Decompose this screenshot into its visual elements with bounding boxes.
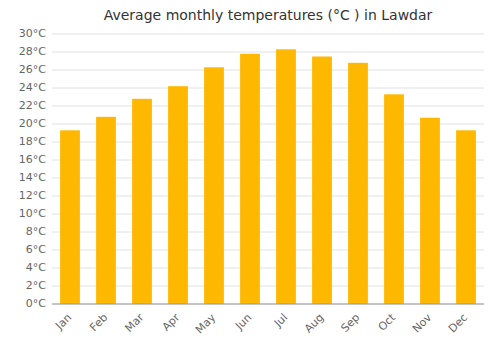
grid-line [52, 178, 484, 179]
y-tick-label: 20°C [19, 117, 46, 130]
y-tick-label: 16°C [19, 153, 46, 166]
bar [132, 99, 152, 304]
y-tick-label: 28°C [19, 45, 46, 58]
x-tick-label: Oct [376, 311, 399, 334]
page: {"chart_data": {"type": "bar", "title": … [0, 0, 500, 350]
grid-line [52, 232, 484, 233]
grid-line [52, 250, 484, 251]
grid-line [52, 142, 484, 143]
y-tick-label: 8°C [26, 225, 46, 238]
y-tick-label: 4°C [26, 261, 46, 274]
x-tick-label: May [193, 311, 219, 337]
y-tick-label: 2°C [26, 279, 46, 292]
bar [456, 130, 476, 304]
grid-line [52, 34, 484, 35]
grid-line [52, 304, 484, 305]
grid-line [52, 70, 484, 71]
grid-line [52, 286, 484, 287]
x-axis-line [52, 304, 484, 305]
y-tick-label: 26°C [19, 63, 46, 76]
bar [168, 86, 188, 304]
grid-line [52, 268, 484, 269]
title: Average monthly temperatures (°C ) in La… [104, 7, 433, 23]
x-tick-label: Jul [271, 311, 290, 330]
x-tick-label: Apr [160, 311, 183, 334]
y-tick-label: 12°C [19, 189, 46, 202]
grid-line [52, 196, 484, 197]
bar [276, 49, 296, 304]
grid-line [52, 124, 484, 125]
y-tick-label: 18°C [19, 135, 46, 148]
y-tick-label: 0°C [26, 297, 46, 310]
x-tick-label: Mar [122, 311, 146, 335]
x-tick-label: Sep [338, 311, 362, 335]
x-tick-label: Jun [232, 311, 254, 333]
grid-line [52, 106, 484, 107]
bar [60, 130, 80, 304]
grid-line [52, 160, 484, 161]
bar [204, 67, 224, 304]
grid [52, 34, 484, 304]
y-tick-label: 14°C [19, 171, 46, 184]
bar [384, 94, 404, 304]
x-tick-label: Dec [446, 311, 470, 335]
bar [420, 118, 440, 304]
x-tick-label: Feb [87, 311, 110, 334]
y-tick-label: 30°C [19, 27, 46, 40]
bar [348, 63, 368, 304]
x-tick-label: Aug [302, 311, 326, 335]
x-tick-label: Nov [410, 311, 435, 336]
y-tick-label: 6°C [26, 243, 46, 256]
bar [240, 54, 260, 304]
bar [312, 57, 332, 305]
chart: Average monthly temperatures (°C ) in La… [0, 0, 500, 350]
grid-line [52, 88, 484, 89]
x-tick-label: Jan [52, 311, 74, 333]
y-tick-label: 22°C [19, 99, 46, 112]
grid-line [52, 52, 484, 53]
y-tick-label: 24°C [19, 81, 46, 94]
bars [60, 49, 476, 304]
grid-line [52, 214, 484, 215]
bar [96, 117, 116, 304]
y-tick-label: 10°C [19, 207, 46, 220]
